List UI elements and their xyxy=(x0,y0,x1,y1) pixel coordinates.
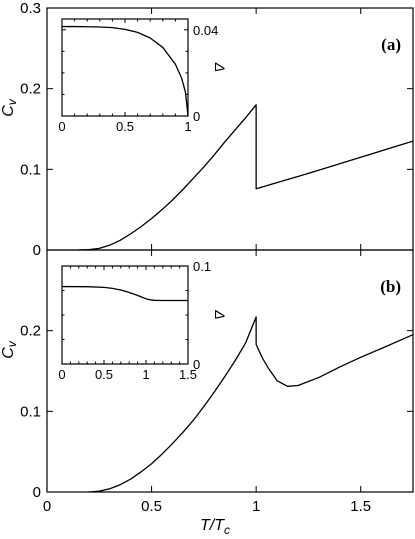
chart-inset-a: 0 0.5 100.04Δ xyxy=(58,18,228,134)
y-tick-label: 0.3 xyxy=(20,0,41,17)
panel-label: (b) xyxy=(380,277,401,296)
x-axis-label: T/Tc xyxy=(200,517,230,537)
y-tick-label: 0.1 xyxy=(193,259,211,274)
y-axis-label: Cv xyxy=(0,98,19,117)
x-tick-label: 0 xyxy=(43,498,51,515)
y-tick-label: 0.04 xyxy=(193,23,218,38)
x-tick-label: 1 xyxy=(184,119,191,134)
y-axis-label: Cv xyxy=(0,340,19,359)
series-line xyxy=(62,25,189,117)
inset-y-axis-label: Δ xyxy=(212,62,228,72)
chart-inset-b: 0 0.5 1 1.500.1Δ xyxy=(58,259,228,382)
panel-label: (a) xyxy=(381,35,401,54)
series-line xyxy=(61,285,188,302)
y-tick-label: 0 xyxy=(193,109,200,124)
x-tick-label: 1.5 xyxy=(350,498,371,515)
x-tick-label: 1 xyxy=(252,498,260,515)
x-tick-label: 0 xyxy=(58,367,65,382)
inset-background xyxy=(62,19,188,116)
x-tick-label: 0.5 xyxy=(141,498,162,515)
y-tick-label: 0 xyxy=(33,484,41,501)
chart-main-a: 0 0.1 0.2 0.3 Cv (a) xyxy=(0,0,414,259)
inset-background xyxy=(62,266,188,364)
x-tick-label: 0.5 xyxy=(116,119,134,134)
y-tick-label: 0 xyxy=(33,242,41,259)
x-tick-label: 1 xyxy=(142,367,149,382)
x-tick-label: 0.5 xyxy=(95,367,113,382)
plot-frame xyxy=(61,18,189,117)
inset-y-axis-label: Δ xyxy=(212,309,228,319)
y-tick-label: 0.2 xyxy=(20,323,41,340)
y-tick-label: 0.1 xyxy=(20,161,41,178)
x-tick-label: 0 xyxy=(58,119,65,134)
plot-frame xyxy=(46,249,414,493)
series-line xyxy=(78,104,414,251)
series-line xyxy=(88,316,414,493)
y-tick-label: 0.2 xyxy=(20,81,41,98)
y-tick-label: 0 xyxy=(193,357,200,372)
y-tick-label: 0.1 xyxy=(20,403,41,420)
x-tick-label: 1.5 xyxy=(179,367,197,382)
plot-frame xyxy=(61,265,189,365)
